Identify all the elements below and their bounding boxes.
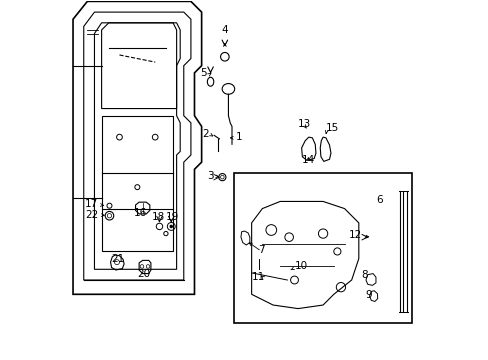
Text: 9: 9 bbox=[365, 290, 371, 300]
Text: 5: 5 bbox=[200, 68, 206, 78]
Text: 7: 7 bbox=[258, 245, 264, 255]
Bar bbox=[233, 173, 411, 323]
Text: 14: 14 bbox=[301, 155, 314, 165]
Text: 10: 10 bbox=[294, 261, 307, 271]
Text: 2: 2 bbox=[202, 129, 208, 139]
Text: 17: 17 bbox=[84, 199, 98, 209]
Text: 6: 6 bbox=[376, 195, 383, 204]
Circle shape bbox=[169, 225, 173, 228]
Text: 21: 21 bbox=[111, 254, 124, 264]
Text: 11: 11 bbox=[251, 272, 264, 282]
Text: 19: 19 bbox=[165, 212, 178, 222]
Text: 3: 3 bbox=[207, 171, 214, 181]
Text: 8: 8 bbox=[360, 270, 367, 280]
Text: 4: 4 bbox=[221, 25, 228, 35]
Text: 15: 15 bbox=[325, 123, 339, 133]
Text: 13: 13 bbox=[297, 118, 310, 129]
Text: 12: 12 bbox=[348, 230, 361, 240]
Text: 16: 16 bbox=[134, 208, 147, 218]
Text: 22: 22 bbox=[84, 210, 98, 220]
Text: 20: 20 bbox=[137, 269, 150, 279]
Text: 18: 18 bbox=[151, 212, 164, 222]
Text: 1: 1 bbox=[235, 132, 242, 142]
